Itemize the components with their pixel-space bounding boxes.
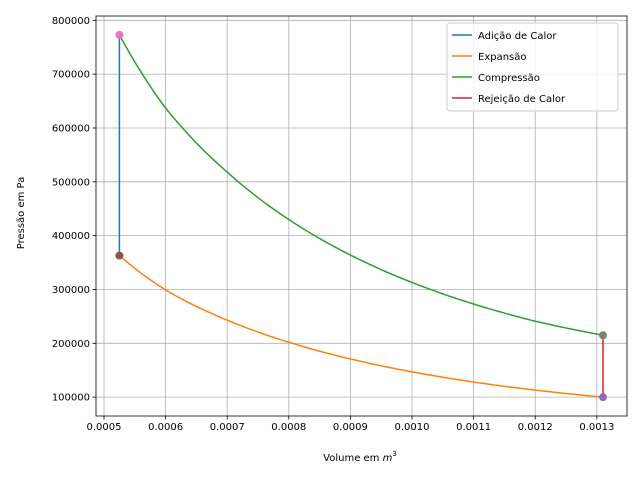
x-axis-label-unit: m	[383, 453, 393, 464]
x-tick-label: 0.0009	[333, 422, 368, 433]
y-tick-label: 100000	[52, 393, 90, 404]
legend: Adição de Calor Expansão Compressão Rejeiçã…	[446, 22, 619, 112]
x-tick-label: 0.0007	[210, 422, 245, 433]
state-point-marker-0	[115, 30, 124, 39]
y-axis-ticks: 100000 200000 300000 400000 500000 600000 7000…	[52, 16, 96, 404]
y-tick-label: 400000	[52, 231, 90, 242]
x-tick-label: 0.0013	[579, 422, 614, 433]
legend-label-2: Compressão	[478, 73, 540, 84]
y-tick-label: 200000	[52, 339, 90, 350]
y-tick-label: 300000	[52, 285, 90, 296]
y-tick-label: 700000	[52, 70, 90, 81]
legend-box	[446, 22, 619, 112]
legend-items: Adição de Calor Expansão Compressão Rejeiçã…	[452, 31, 566, 105]
state-point-marker-1	[115, 251, 124, 260]
series-line-2	[118, 34, 604, 336]
x-tick-label: 0.0006	[148, 422, 183, 433]
x-axis-ticks: 0.0005 0.0006 0.0007 0.0008 0.0009 0.0010 0.00…	[87, 416, 614, 433]
legend-label-3: Rejeição de Calor	[478, 94, 566, 105]
x-tick-label: 0.0010	[395, 422, 430, 433]
state-point-marker-2	[598, 331, 607, 340]
legend-label-0: Adição de Calor	[478, 31, 557, 42]
state-point-marker-3	[598, 393, 607, 402]
x-axis-label: Volume em m3	[323, 450, 397, 464]
y-axis-label: Pressão em Pa	[16, 177, 27, 250]
x-tick-label: 0.0005	[87, 422, 122, 433]
x-tick-label: 0.0008	[271, 422, 306, 433]
series-layer	[118, 34, 604, 398]
y-tick-label: 800000	[52, 16, 90, 27]
y-tick-label: 500000	[52, 177, 90, 188]
legend-label-1: Expansão	[478, 52, 527, 63]
x-axis-label-text: Volume em	[323, 453, 382, 464]
y-tick-label: 600000	[52, 123, 90, 134]
x-axis-label-exponent: 3	[392, 450, 396, 458]
plot-frame	[95, 15, 628, 417]
series-line-1	[118, 255, 604, 398]
x-tick-label: 0.0012	[518, 422, 553, 433]
marker-layer	[115, 30, 607, 402]
x-tick-label: 0.0011	[456, 422, 491, 433]
